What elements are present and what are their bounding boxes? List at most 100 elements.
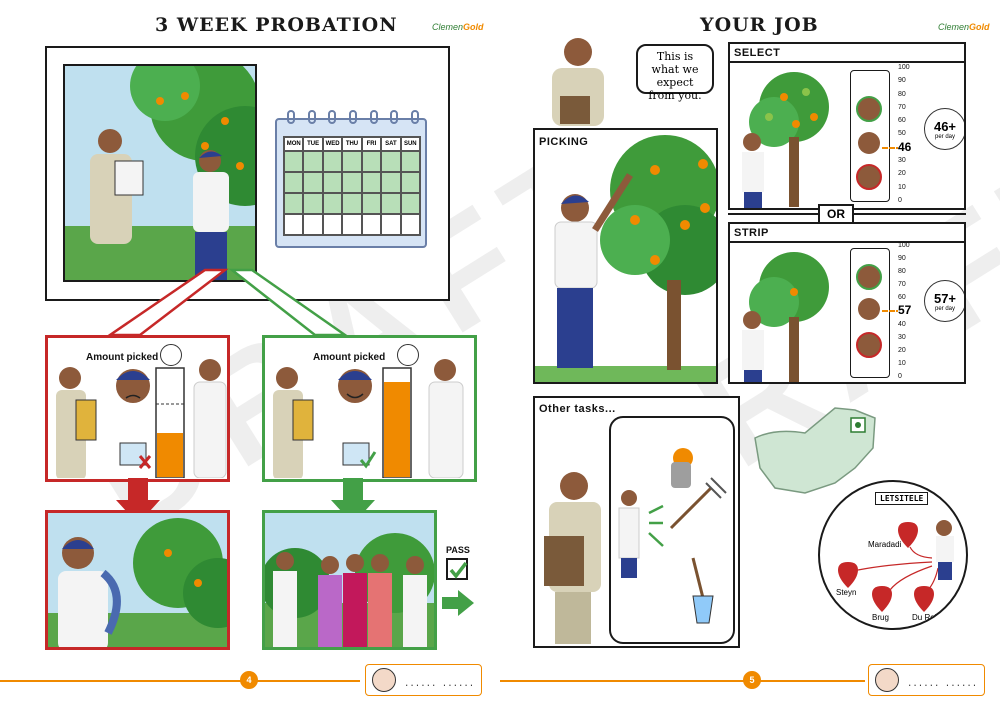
pen-hand-icon (875, 668, 899, 692)
scale-tick: 0 (898, 372, 902, 380)
footer-line-left (0, 680, 360, 682)
workers-celebrating-illustration (265, 533, 434, 647)
supervisor-illustration (552, 38, 604, 126)
calendar-grid: MON TUE WED THU FRI SAT SUN (283, 136, 421, 236)
fail-panel: Amount picked (45, 335, 230, 482)
strip-scale (850, 248, 890, 378)
scale-tick: 60 (898, 294, 906, 302)
strip-marker-value: 57 (898, 303, 912, 317)
select-target-badge: 46+ per day (924, 108, 964, 150)
calendar-day-header: FRI (361, 137, 382, 151)
scale-tick: 90 (898, 255, 906, 263)
pass-arrow-down (331, 478, 375, 524)
pass-panel-label: Amount picked (313, 352, 386, 363)
scale-tick: 20 (898, 346, 906, 354)
select-panel: SELECT 100 90 80 70 60 50 40 30 20 10 0 … (728, 42, 966, 210)
fail-arrow-down (116, 478, 160, 524)
calendar-day-header: MON (284, 137, 304, 151)
strip-tree-illustration (742, 252, 829, 382)
pass-bucket-icon (397, 344, 419, 366)
scale-tick: 10 (898, 359, 906, 367)
scale-tick: 30 (898, 157, 906, 165)
strip-per-day: per day (934, 306, 955, 312)
calendar-day-header: WED (322, 137, 343, 151)
scale-tick: 40 (898, 320, 906, 328)
fail-scene (56, 359, 227, 478)
scale-tick: 10 (898, 183, 906, 191)
scale-tick: 80 (898, 268, 906, 276)
scale-tick: 90 (898, 77, 906, 85)
signature-dots-left: ...... ...... (404, 679, 475, 689)
place-label: Du Roi (912, 613, 937, 622)
picking-label: PICKING (539, 136, 589, 148)
select-per-day: per day (934, 134, 955, 140)
page-title-right: YOUR JOB (700, 14, 819, 36)
or-label: OR (818, 204, 854, 224)
result-arrows (116, 478, 474, 616)
strip-marker-line (882, 310, 902, 312)
scale-tick: 80 (898, 90, 906, 98)
select-face-neutral (858, 132, 880, 154)
place-label: Maradadi (868, 540, 902, 549)
strip-label: STRIP (734, 227, 769, 239)
scale-tick: 100 (898, 64, 910, 71)
scale-tick: 100 (898, 242, 910, 249)
page-title-left: 3 WEEK PROBATION (155, 14, 398, 36)
scale-tick: 70 (898, 103, 906, 111)
map-zoom-circle: LETSITELE Maradadi Steyn Brug Du Roi (818, 480, 968, 630)
page-number-right: 5 (743, 671, 761, 689)
calendar-day-header: THU (342, 137, 362, 151)
strip-face-happy (856, 264, 882, 290)
select-tree-illustration (742, 72, 829, 208)
tasks-illustration (618, 448, 727, 624)
pass-scene (273, 359, 464, 478)
worker-leaving-illustration (48, 518, 227, 647)
calendar-day-header: TUE (303, 137, 323, 151)
calendar-day-header: SAT (381, 137, 401, 151)
speech-bubble: This is what we expect from you. (636, 44, 714, 102)
select-scale-ticks: 100 90 80 70 60 50 40 30 20 10 0 (898, 64, 914, 204)
pen-hand-icon (372, 668, 396, 692)
calendar: MON TUE WED THU FRI SAT SUN (275, 110, 427, 248)
pass-label: PASS (446, 545, 470, 555)
pass-checkbox-icon (446, 558, 468, 580)
tasks-thought-area (609, 416, 735, 644)
brand-logo-right: ClemenGold (938, 22, 990, 32)
town-sign: LETSITELE (875, 492, 929, 505)
select-face-happy (856, 96, 882, 122)
fail-outcome-panel (45, 510, 230, 650)
scale-tick: 20 (898, 170, 906, 178)
supervisor-other-tasks-illustration (544, 472, 601, 644)
strip-face-sad (856, 332, 882, 358)
select-face-sad (856, 164, 882, 190)
signature-dots-right: ...... ...... (907, 679, 978, 689)
south-africa-map (754, 407, 876, 494)
select-scale (850, 70, 890, 202)
place-label: Steyn (836, 588, 857, 597)
signature-box-right: ...... ...... (868, 664, 985, 696)
calendar-rings (287, 110, 419, 124)
pass-arrow-right (442, 590, 474, 616)
brand-logo-left: ClemenGold (432, 22, 484, 32)
other-tasks-label: Other tasks... (539, 403, 616, 415)
fail-bucket-icon (160, 344, 182, 366)
picking-panel: PICKING (533, 128, 718, 384)
fail-panel-label: Amount picked (86, 352, 159, 363)
strip-target-value: 57+ (933, 291, 957, 306)
pass-panel: Amount picked (262, 335, 477, 482)
scale-tick: 0 (898, 196, 902, 204)
select-label: SELECT (734, 47, 781, 59)
other-tasks-panel: Other tasks... (533, 396, 740, 648)
select-marker-value: 46 (898, 140, 912, 154)
strip-face-neutral (858, 298, 880, 320)
strip-target-badge: 57+ per day (924, 280, 964, 322)
place-label: Brug (872, 613, 889, 622)
select-target-value: 46+ (933, 119, 957, 134)
picking-illustration (535, 135, 716, 382)
place-pins (838, 520, 954, 612)
pass-outcome-panel (262, 510, 437, 650)
scale-tick: 50 (898, 130, 906, 138)
scale-tick: 70 (898, 281, 906, 289)
signature-box-left: ...... ...... (365, 664, 482, 696)
strip-panel: STRIP 100 90 80 70 60 50 40 30 20 10 0 5… (728, 222, 966, 384)
